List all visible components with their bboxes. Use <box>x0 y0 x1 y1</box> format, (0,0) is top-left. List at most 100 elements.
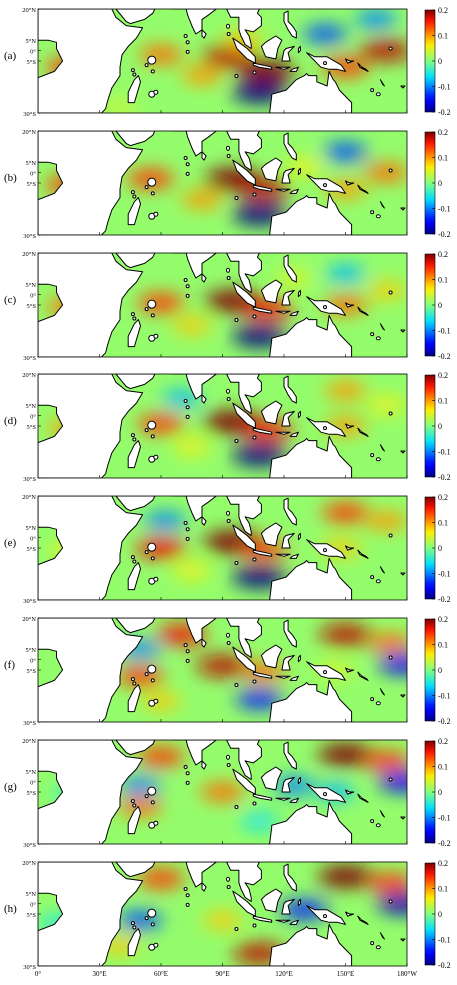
island <box>150 922 155 927</box>
landmass-madagascar <box>127 197 141 226</box>
colorbar-tick-label: 0.2 <box>438 859 448 868</box>
island <box>370 575 375 580</box>
landmass-java <box>252 915 273 923</box>
landmass-vanuatu <box>379 688 385 696</box>
landmass-solomons <box>357 549 369 559</box>
landmass-india <box>172 374 217 400</box>
island <box>185 405 190 410</box>
island <box>132 681 137 686</box>
landmass-solomons <box>357 915 369 925</box>
landmass-indochina <box>226 253 262 293</box>
lon-tick-label: 90°E <box>215 970 229 978</box>
landmass-vanuatu <box>379 444 385 452</box>
anomaly-core <box>391 658 407 669</box>
island <box>132 559 137 564</box>
island <box>370 453 375 458</box>
landmass-halmahera <box>297 289 301 298</box>
landmass-india <box>172 9 217 35</box>
island <box>147 908 157 918</box>
island <box>375 214 381 219</box>
map-panel: (c) 20°N 5°N 0° 5°S 30°S 0.2 0.1 0 -0.1 -0.2 <box>4 250 451 362</box>
island <box>130 555 135 560</box>
island <box>388 290 393 295</box>
island <box>130 799 135 804</box>
anomaly-core <box>374 45 399 56</box>
island <box>183 521 188 526</box>
landmass-timor <box>289 797 299 803</box>
anomaly-core <box>155 516 175 526</box>
lat-tick-label: 5°S <box>27 790 37 797</box>
lat-tick-label: 20°N <box>22 738 36 745</box>
island <box>132 925 137 930</box>
lat-tick-label: 0° <box>30 414 36 421</box>
landmass-madagascar <box>127 75 141 104</box>
landmass-borneo <box>260 888 283 913</box>
island <box>130 677 135 682</box>
landmass-africa <box>38 740 144 844</box>
colorbar-tick-label: 0.2 <box>438 128 448 137</box>
island <box>185 284 190 289</box>
landmass-vanuatu <box>379 810 385 818</box>
landmass-philippines <box>283 619 297 648</box>
island <box>226 876 231 882</box>
landmass-arabia <box>115 374 156 390</box>
colorbar-tick-label: -0.1 <box>438 570 451 579</box>
landmass-flores <box>275 431 291 435</box>
lat-tick-label: 0° <box>30 49 36 56</box>
map-panel: (e) 20°N 5°N 0° 5°S 30°S 0.2 0.1 0 -0.1 -0.2 <box>4 493 451 605</box>
colorbar-tick-label: -0.1 <box>438 83 451 92</box>
island <box>388 533 393 538</box>
map-panel: (f) 20°N 5°N 0° 5°S 30°S 0.2 0.1 0 -0.1 -0.2 <box>4 615 451 727</box>
island <box>226 754 231 760</box>
lat-tick-label: 5°S <box>27 303 37 310</box>
landmass-srilanka <box>201 516 207 526</box>
colorbar-tick-label: -0.2 <box>438 352 451 361</box>
anomaly-core <box>246 571 272 583</box>
anomaly-core <box>335 300 356 310</box>
island <box>147 299 157 309</box>
anomaly-core <box>333 629 358 640</box>
landmass-indochina <box>226 862 262 902</box>
island <box>252 435 257 440</box>
landmass-indochina <box>226 9 262 49</box>
landmass-vanuatu <box>379 323 385 331</box>
colorbar-tick-label: -0.1 <box>438 936 451 945</box>
island <box>252 923 257 928</box>
anomaly-core <box>336 386 355 396</box>
landmass-sumatra <box>232 281 256 308</box>
landmass-timor <box>289 919 299 925</box>
landmass-philippines <box>283 10 297 39</box>
island <box>185 902 190 907</box>
anomaly-core <box>375 755 398 766</box>
landmass-india <box>172 618 217 644</box>
anomaly-core <box>219 416 246 428</box>
landmass-timor <box>289 553 299 559</box>
colorbar-tick-label: -0.1 <box>438 448 451 457</box>
anomaly-core <box>314 29 336 39</box>
panel-label: (f) <box>4 659 15 671</box>
island <box>185 527 190 532</box>
landmass-sumatra <box>232 524 256 551</box>
landmass-vanuatu <box>379 932 385 940</box>
landmass-java <box>252 306 273 314</box>
island <box>183 156 188 161</box>
island <box>132 194 137 199</box>
anomaly-core <box>192 195 212 205</box>
landmass-africa <box>38 9 144 113</box>
anomaly-core <box>150 751 172 762</box>
lat-tick-label: 5°S <box>27 912 37 919</box>
island <box>185 49 190 54</box>
island <box>375 823 381 828</box>
lat-tick-label: 5°N <box>25 891 36 898</box>
landmass-india <box>172 253 217 279</box>
landmass-madagascar <box>127 806 141 835</box>
anomaly-core <box>246 208 272 220</box>
island <box>234 560 239 565</box>
landmass-philippines <box>283 741 297 770</box>
landmass-java <box>252 793 273 801</box>
landmass-sulawesi <box>281 532 295 549</box>
anomaly-core <box>379 877 402 888</box>
island <box>375 945 381 950</box>
island <box>153 576 159 582</box>
landmass-taiwan <box>284 0 288 5</box>
